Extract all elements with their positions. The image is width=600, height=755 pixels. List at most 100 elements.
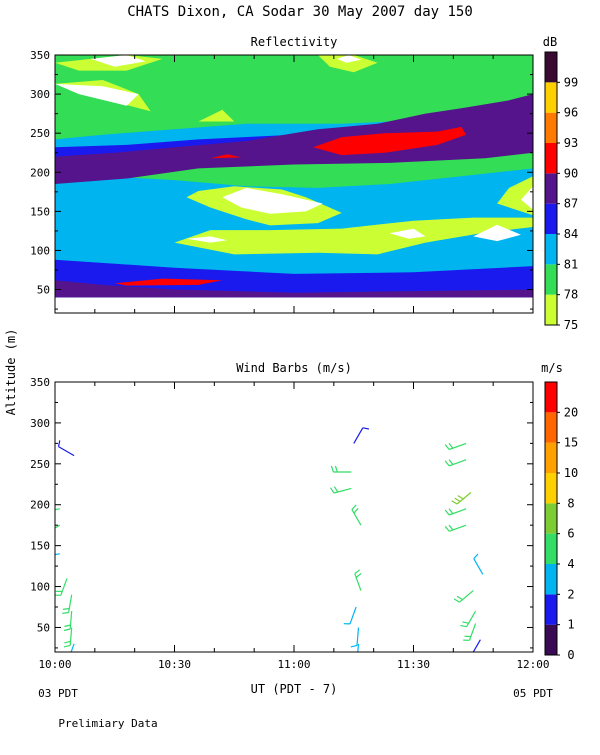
reflectivity-colorbar-swatch (545, 264, 557, 294)
x-axis-label: UT (PDT - 7) (251, 682, 338, 696)
wind-colorbar-swatch (545, 412, 557, 442)
wind-barb (445, 443, 466, 449)
wind-barb (331, 466, 351, 472)
reflectivity-colorbar-swatch (545, 204, 557, 234)
wind-colorbar-swatch (545, 564, 557, 594)
wind-x-tick-label: 10:30 (158, 658, 191, 671)
wind-barb-feather (64, 645, 70, 647)
wind-barb-feather (452, 501, 457, 504)
wind-barb-feather (455, 498, 460, 501)
wind-colorbar-label: 20 (564, 405, 578, 419)
reflectivity-y-tick-label: 300 (30, 88, 50, 101)
wind-colorbar-label: 10 (564, 466, 578, 480)
wind-colorbar-label: 8 (567, 496, 574, 510)
wind-x-tick-label: 11:30 (397, 658, 430, 671)
wind-barb-feather (462, 622, 468, 623)
wind-barb-shaft (61, 578, 67, 595)
wind-y-tick-label: 50 (37, 621, 50, 634)
wind-colorbar-label: 4 (567, 557, 574, 571)
footer-note: Prelimiary Data (58, 717, 157, 730)
wind-barb (331, 487, 352, 493)
wind-barb-feather (449, 525, 453, 530)
wind-barb-feather (355, 570, 360, 574)
wind-barb-feather (356, 574, 361, 578)
wind-barb-feather (457, 596, 462, 599)
reflectivity-colorbar-label: 84 (564, 227, 578, 241)
wind-barb-shaft (471, 640, 480, 656)
wind-barb (445, 509, 466, 515)
wind-colorbar-swatch (545, 473, 557, 503)
wind-barb (474, 554, 483, 574)
wind-barb-feather (351, 662, 357, 664)
wind-barb-shaft (460, 591, 474, 603)
wind-barb-feather (59, 440, 60, 446)
wind-barb (445, 460, 466, 466)
wind-barb (460, 611, 475, 627)
reflectivity-y-tick-label: 150 (30, 205, 50, 218)
wind-barb-feather (354, 508, 358, 513)
wind-barb-feather (334, 487, 337, 492)
wind-barb-shaft (474, 559, 483, 575)
reflectivity-colorbar-label: 75 (564, 318, 578, 332)
wind-y-tick-label: 300 (30, 417, 50, 430)
wind-barb-feather (335, 466, 337, 472)
wind-y-tick-label: 100 (30, 581, 50, 594)
wind-barb-feather (474, 554, 478, 559)
wind-barb-shaft (59, 447, 75, 456)
wind-barb-feather (331, 488, 335, 493)
wind-x-tick-label: 12:00 (516, 658, 549, 671)
reflectivity-colorbar-swatch (545, 52, 557, 82)
wind-barb-feather (352, 505, 356, 510)
reflectivity-colorbar-swatch (545, 295, 557, 325)
wind-colorbar-swatch (545, 534, 557, 564)
wind-barb-shaft (69, 595, 72, 613)
wind-y-tick-label: 250 (30, 458, 50, 471)
reflectivity-colorbar-label: 99 (564, 75, 578, 89)
reflectivity-colorbar-swatch (545, 82, 557, 112)
wind-barb-shaft (70, 611, 72, 629)
wind-barb-feather (445, 445, 449, 450)
wind-barb-shaft (357, 644, 359, 662)
figure-title: CHATS Dixon, CA Sodar 30 May 2007 day 15… (127, 4, 473, 20)
wind-barb (59, 440, 75, 455)
wind-barb-feather (449, 460, 453, 465)
wind-barb-feather (460, 625, 466, 626)
reflectivity-title: Reflectivity (251, 35, 338, 49)
wind-barb-feather (449, 443, 453, 448)
wind-barb (454, 591, 473, 603)
reflectivity-heatmap (55, 53, 533, 297)
x-left-note: 03 PDT (38, 687, 78, 700)
wind-barb-shaft (350, 607, 356, 624)
wind-barb-feather (445, 510, 449, 515)
wind-x-tick-label: 10:00 (38, 658, 71, 671)
wind-barb-shaft (467, 611, 476, 627)
wind-barb-feather (62, 613, 68, 614)
wind-barb-feather (449, 509, 453, 514)
reflectivity-y-tick-label: 50 (37, 284, 50, 297)
wind-barb-feather (351, 645, 357, 647)
reflectivity-colorbar-label: 87 (564, 197, 578, 211)
wind-barb-feather (445, 526, 449, 531)
wind-barb-shaft (457, 493, 471, 505)
wind-barb-feather (64, 641, 70, 643)
wind-y-tick-label: 150 (30, 540, 50, 553)
wind-barb (62, 595, 71, 614)
wind-barb-feather (465, 654, 471, 655)
wind-barbs-frame (55, 382, 533, 652)
reflectivity-y-tick-label: 250 (30, 127, 50, 140)
reflectivity-colorbar-swatch (545, 173, 557, 203)
wind-barb-shaft (44, 525, 60, 534)
wind-barb-feather (458, 496, 463, 499)
wind-colorbar-swatch (545, 625, 557, 655)
wind-barbs-plot (39, 428, 483, 663)
wind-barbs-title: Wind Barbs (m/s) (236, 361, 352, 375)
wind-barb-feather (40, 530, 45, 534)
wind-barb-feather (331, 466, 333, 472)
wind-colorbar-label: 6 (567, 527, 574, 541)
reflectivity-y-tick-label: 350 (30, 49, 50, 62)
